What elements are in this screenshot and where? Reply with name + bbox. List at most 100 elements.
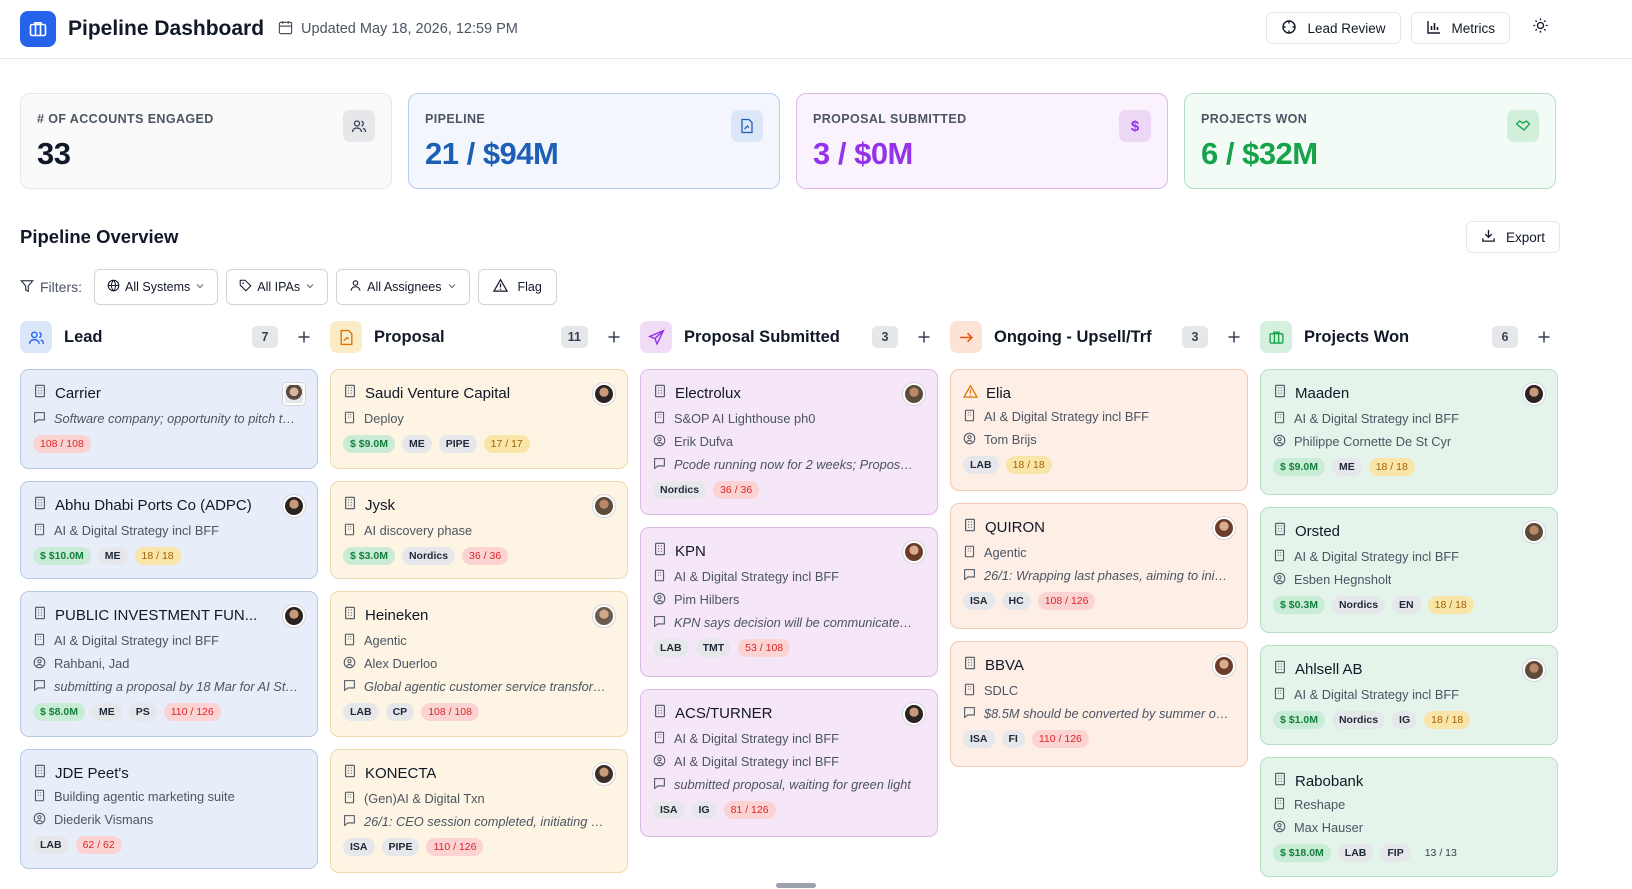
deal-card[interactable]: Carrier Software company; opportunity to…: [20, 369, 318, 469]
card-title: Elia: [986, 384, 1012, 402]
flag-filter-button[interactable]: Flag: [477, 269, 557, 305]
column-count: 11: [560, 326, 588, 348]
comment-icon: [33, 411, 46, 427]
industry-badge: HC: [1001, 592, 1031, 610]
industry-badge: LAB: [963, 456, 999, 474]
card-system: AI & Digital Strategy incl BFF: [674, 731, 839, 746]
avatar[interactable]: [283, 495, 305, 517]
export-button[interactable]: Export: [1466, 221, 1561, 253]
card-system: SDLC: [984, 683, 1019, 698]
card-assignee: Diederik Vismans: [54, 812, 154, 827]
stat-pipeline: PIPELINE 21 / $94M: [408, 93, 780, 189]
industry-badge: LAB: [1337, 844, 1374, 862]
deal-card[interactable]: ACS/TURNER AI & Digital Strategy incl BF…: [640, 689, 938, 837]
app-title: Pipeline Dashboard: [68, 17, 265, 40]
deal-card[interactable]: JDE Peet's Building agentic marketing su…: [20, 749, 318, 869]
avatar[interactable]: [1213, 517, 1235, 539]
card-assignee: Esben Hegnsholt: [1294, 572, 1392, 587]
deal-card[interactable]: KONECTA (Gen)AI & Digital Txn 26/1: CEO …: [330, 749, 628, 873]
sun-icon: [1532, 17, 1549, 39]
card-assignee: Pim Hilbers: [674, 592, 740, 607]
avatar[interactable]: [903, 383, 925, 405]
avatar[interactable]: [593, 383, 615, 405]
add-card-button[interactable]: [1530, 323, 1558, 351]
building-icon: [963, 656, 977, 674]
deal-card[interactable]: Maaden AI & Digital Strategy incl BFF Ph…: [1260, 369, 1558, 495]
deal-card[interactable]: Electrolux S&OP AI Lighthouse ph0 Erik D…: [640, 369, 938, 515]
column-title: Ongoing - Upsell/Trf: [994, 327, 1152, 346]
deal-card[interactable]: Elia AI & Digital Strategy incl BFF Tom …: [950, 369, 1248, 491]
card-system: S&OP AI Lighthouse ph0: [674, 411, 816, 426]
avatar[interactable]: [903, 541, 925, 563]
systems-filter[interactable]: All Systems: [94, 269, 219, 305]
card-assignee: Tom Brijs: [984, 432, 1037, 447]
deal-card[interactable]: Rabobank Reshape Max Hauser $ $18.0M LAB F…: [1260, 757, 1558, 877]
lead-review-button[interactable]: Lead Review: [1266, 12, 1401, 44]
comment-icon: [653, 777, 666, 793]
deal-card[interactable]: KPN AI & Digital Strategy incl BFF Pim H…: [640, 527, 938, 677]
stats-row: # OF ACCOUNTS ENGAGED 33 PIPELINE 21 / $…: [20, 93, 1556, 189]
globe-icon: [107, 279, 120, 295]
user-circle-icon: [653, 434, 666, 450]
building-icon: [343, 496, 357, 514]
building-icon: [33, 606, 47, 624]
column-count: 6: [1492, 326, 1518, 348]
building-icon: [1273, 411, 1286, 427]
card-note: $8.5M should be converted by summer on .…: [984, 706, 1229, 721]
add-card-button[interactable]: [600, 323, 628, 351]
progress-badge: 18 / 18: [1005, 456, 1052, 474]
avatar[interactable]: [1523, 383, 1545, 405]
deal-card[interactable]: Orsted AI & Digital Strategy incl BFF Es…: [1260, 507, 1558, 633]
assignees-filter-label: All Assignees: [367, 280, 442, 294]
avatar[interactable]: [903, 703, 925, 725]
stat-accounts-engaged: # OF ACCOUNTS ENGAGED 33: [20, 93, 392, 189]
progress-badge: 110 / 126: [426, 838, 484, 856]
card-system: Building agentic marketing suite: [54, 789, 235, 804]
card-assignee: Erik Dufva: [674, 434, 734, 449]
building-icon: [343, 411, 356, 427]
flag-label: Flag: [517, 280, 542, 294]
building-icon: [343, 606, 357, 624]
user-circle-icon: [1273, 434, 1286, 450]
deal-card[interactable]: PUBLIC INVESTMENT FUN... AI & Digital St…: [20, 591, 318, 737]
horizontal-scrollbar[interactable]: [776, 883, 816, 888]
deal-card[interactable]: BBVA SDLC $8.5M should be converted by s…: [950, 641, 1248, 767]
add-card-button[interactable]: [910, 323, 938, 351]
industry-badge: CP: [385, 703, 415, 721]
theme-toggle-button[interactable]: [1520, 12, 1560, 44]
assignees-filter[interactable]: All Assignees: [336, 269, 470, 305]
add-card-button[interactable]: [290, 323, 318, 351]
metrics-button[interactable]: Metrics: [1410, 12, 1510, 44]
card-system: AI & Digital Strategy incl BFF: [54, 633, 219, 648]
card-title: Abhu Dhabi Ports Co (ADPC): [55, 496, 252, 514]
deal-card[interactable]: Saudi Venture Capital Deploy $ $9.0M ME PI…: [330, 369, 628, 469]
deal-card[interactable]: Jysk AI discovery phase $ $3.0M Nordics 36…: [330, 481, 628, 579]
avatar[interactable]: [593, 495, 615, 517]
value-badge: $ $18.0M: [1273, 844, 1331, 862]
deal-card[interactable]: QUIRON Agentic 26/1: Wrapping last phase…: [950, 503, 1248, 629]
avatar[interactable]: [283, 383, 305, 405]
building-icon: [653, 384, 667, 402]
avatar[interactable]: [593, 605, 615, 627]
deal-card[interactable]: Ahlsell AB AI & Digital Strategy incl BF…: [1260, 645, 1558, 745]
building-icon: [963, 683, 976, 699]
avatar[interactable]: [1213, 655, 1235, 677]
building-icon: [33, 789, 46, 805]
ipas-filter[interactable]: All IPAs: [226, 269, 329, 305]
add-card-button[interactable]: [1220, 323, 1248, 351]
column-header: Projects Won 6: [1260, 320, 1558, 354]
avatar[interactable]: [1523, 521, 1545, 543]
filters-label-group: Filters:: [20, 279, 82, 296]
building-icon: [963, 518, 977, 536]
building-icon: [1273, 549, 1286, 565]
avatar[interactable]: [1523, 659, 1545, 681]
deal-card[interactable]: Abhu Dhabi Ports Co (ADPC) AI & Digital …: [20, 481, 318, 579]
card-system: (Gen)AI & Digital Txn: [364, 791, 485, 806]
deal-card[interactable]: Heineken Agentic Alex Duerloo Global age…: [330, 591, 628, 737]
card-system: Deploy: [364, 411, 404, 426]
avatar[interactable]: [283, 605, 305, 627]
progress-badge: 17 / 17: [483, 435, 530, 453]
avatar[interactable]: [593, 763, 615, 785]
users-icon: [343, 110, 375, 142]
filters-label: Filters:: [40, 279, 82, 295]
